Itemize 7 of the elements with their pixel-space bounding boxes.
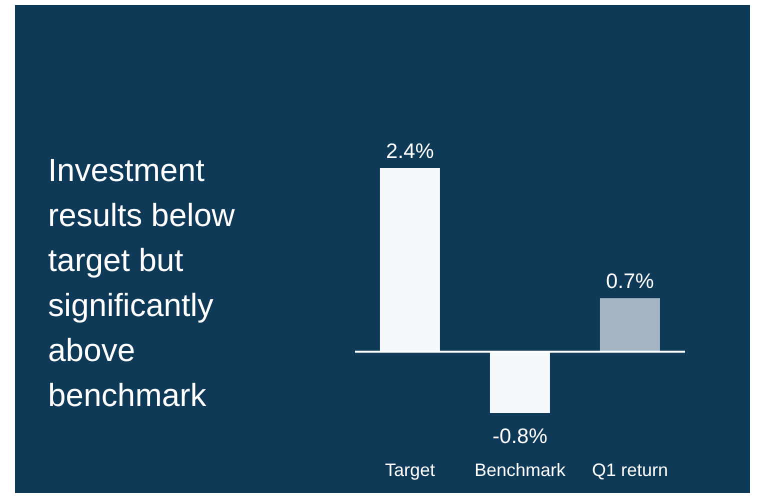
text: Investment results below target but significantly above benchmark: [48, 151, 236, 415]
data-label: -0.8%: [492, 425, 548, 448]
x-tick-label: Benchmark: [474, 460, 567, 480]
x-tick-label: Target: [384, 460, 436, 480]
data-label: 0.7%: [606, 270, 654, 294]
data-label: 2.4%: [386, 140, 434, 163]
x-tick-label: Q1 return: [592, 460, 668, 480]
